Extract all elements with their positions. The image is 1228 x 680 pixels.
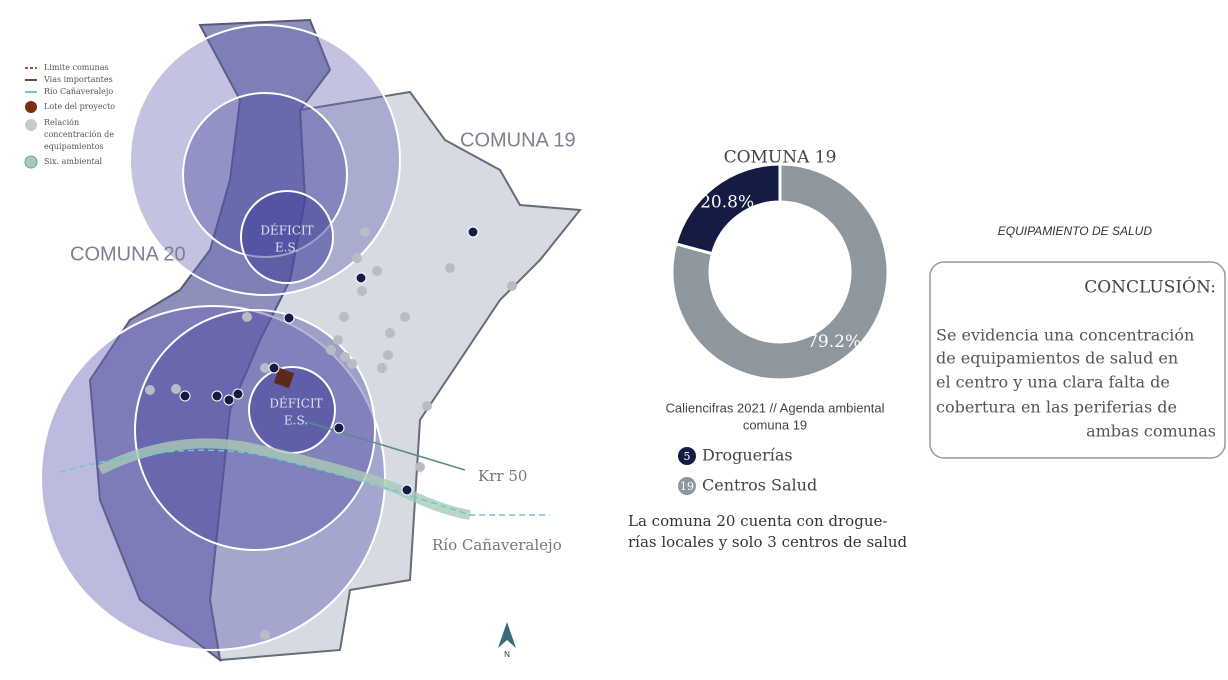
map: COMUNA 19 COMUNA 20 Krr 50 Río Cañaveral… (40, 18, 582, 663)
river-line (59, 449, 550, 516)
legend-label: Relación (44, 118, 79, 127)
value-label: 79.2% (807, 332, 861, 352)
chart-source: Caliencifras 2021 // Agenda ambiental (666, 400, 885, 415)
conclusion-box (929, 261, 1226, 459)
section-label: EQUIPAMIENTO DE SALUD (998, 224, 1153, 238)
deficit-label: DÉFICIT (260, 223, 313, 238)
legend-badge (678, 477, 696, 495)
legend-badge (678, 447, 696, 465)
map-label: COMUNA 20 (70, 243, 186, 265)
legend-swatch (25, 119, 37, 131)
deficit-label: E.S. (284, 414, 308, 428)
conclusion-title: CONCLUSIÓN: (1084, 277, 1216, 298)
donut-chart: COMUNA 19 Caliencifras 2021 // Agenda am… (666, 148, 890, 495)
legend-label: concentración de (44, 130, 114, 139)
legend-label: Limite comunas (44, 63, 109, 72)
conclusion-line: Se evidencia una concentración (936, 326, 1194, 345)
map-label: Krr 50 (478, 467, 527, 485)
map-legend: Limite comunas Vias importantes Río Caña… (24, 63, 115, 169)
river-band (97, 438, 471, 520)
conclusion-line: ambas comunas (1086, 422, 1216, 441)
road-pointer (299, 419, 466, 471)
conclusion-text: Se evidencia una concentración de equipa… (936, 326, 1216, 441)
side-note: La comuna 20 cuenta con drogue- rías loc… (628, 512, 908, 551)
legend-swatch (25, 101, 37, 113)
note-line: rías locales y solo 3 centros de salud (628, 533, 908, 551)
chart-source: comuna 19 (743, 417, 807, 432)
legend-label: Six. ambiental (44, 157, 103, 166)
legend-label: Lote del proyecto (44, 102, 115, 111)
note-line: La comuna 20 cuenta con drogue- (628, 512, 887, 530)
project-lot (273, 367, 295, 389)
comuna-20-area (88, 18, 332, 663)
donut-slice (673, 162, 782, 256)
north-label: N (504, 650, 510, 659)
deficit-circle (240, 190, 334, 284)
map-label: COMUNA 19 (460, 129, 576, 151)
north-arrow (498, 622, 516, 648)
legend-count: 5 (684, 450, 691, 463)
legend-label: Droguerías (702, 446, 793, 465)
map-label: Río Cañaveralejo (432, 536, 562, 554)
drugstore-points (179, 226, 479, 496)
chart-title: COMUNA 19 (724, 148, 837, 168)
equipment-points (145, 227, 517, 640)
legend-label: Río Cañaveralejo (44, 87, 113, 96)
legend-label: equipamientos (44, 142, 104, 151)
donut-slice (670, 162, 890, 382)
legend-count: 19 (680, 480, 694, 493)
deficit-label: DÉFICIT (269, 396, 322, 411)
legend-label: Vias importantes (43, 75, 113, 84)
deficit-label: E.S. (275, 241, 299, 255)
legend-label: Centros Salud (702, 476, 817, 495)
conclusion-line: cobertura en las periferias de (936, 398, 1177, 417)
conclusion-line: de equipamientos de salud en (936, 349, 1178, 368)
value-label: 20.8% (700, 192, 754, 212)
legend-swatch (24, 155, 38, 169)
conclusion-line: el centro y una clara falta de (936, 373, 1170, 392)
